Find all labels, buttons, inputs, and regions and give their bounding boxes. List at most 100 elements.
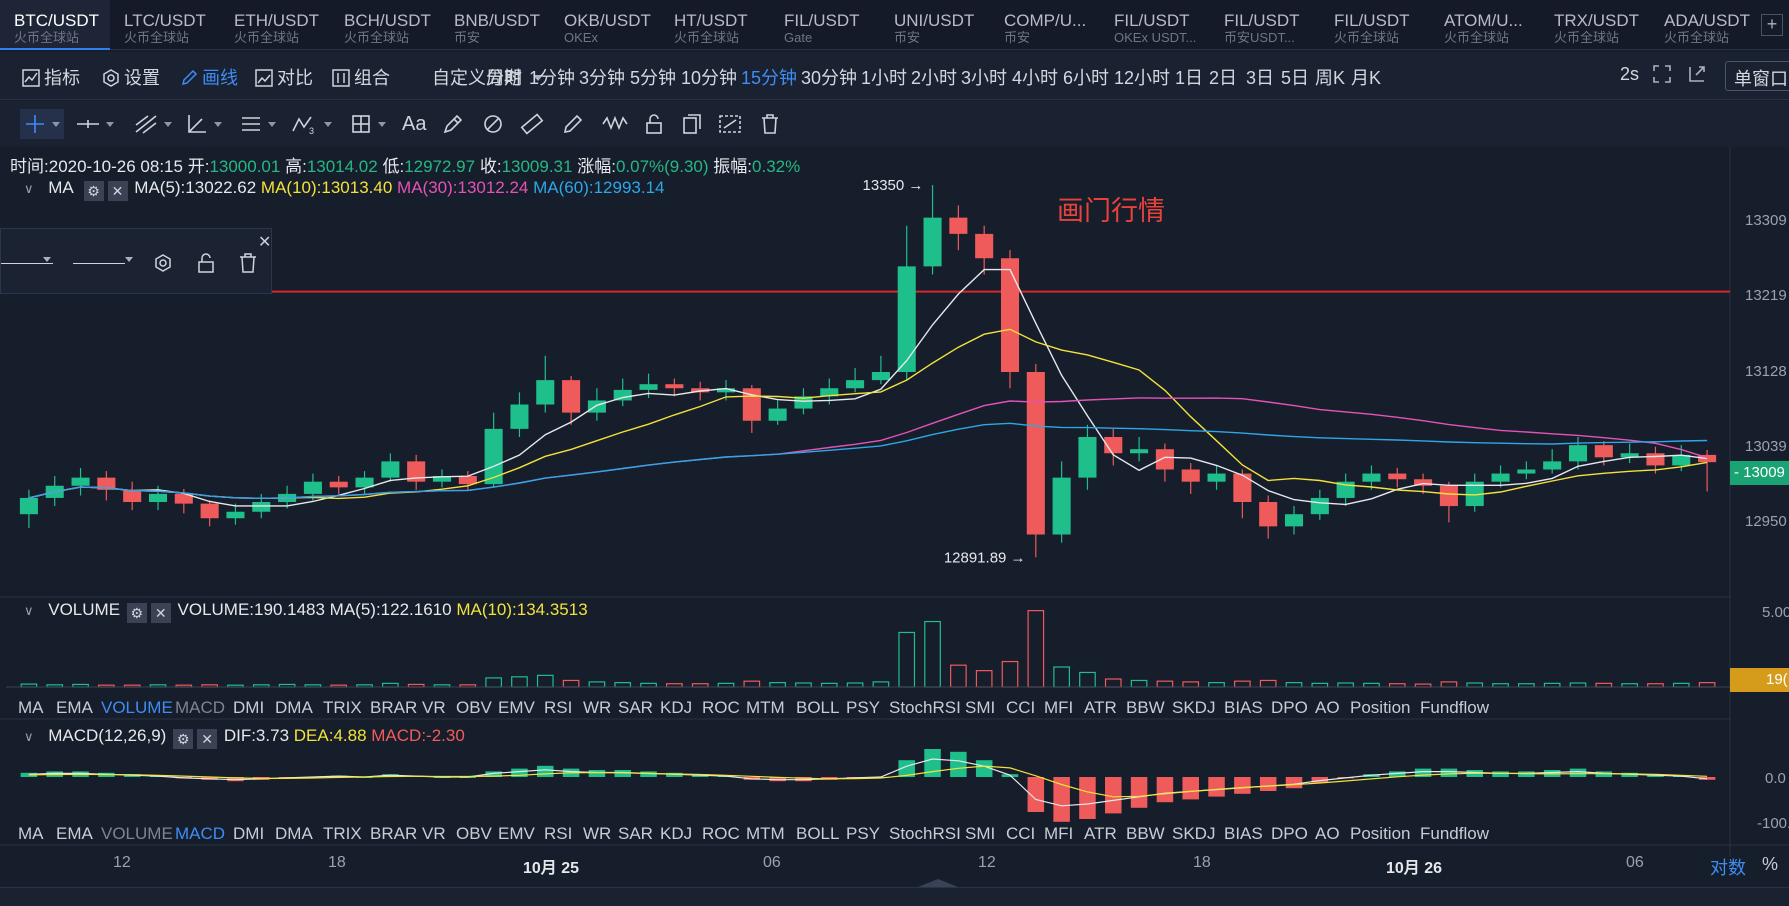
settings-icon[interactable] [153, 253, 173, 273]
period-option[interactable]: 30分钟 [801, 68, 858, 88]
indicator-tab[interactable]: TRIX [323, 698, 362, 717]
ma-close-icon[interactable]: ✕ [107, 181, 128, 201]
symbol-tab[interactable]: HT/USDT 火币全球站 [660, 0, 770, 50]
indicator-tab[interactable]: MA [18, 698, 44, 717]
symbol-tab[interactable]: COMP/U... 币安 [990, 0, 1100, 50]
symbol-tab[interactable]: ETH/USDT 火币全球站 [220, 0, 330, 50]
indicator-tab[interactable]: StochRSI [889, 824, 961, 843]
indicator-tab[interactable]: RSI [544, 824, 573, 843]
symbol-tab[interactable]: LTC/USDT 火币全球站 [110, 0, 220, 50]
indicator-tab[interactable]: MTM [746, 698, 785, 717]
indicator-tab[interactable]: KDJ [660, 824, 693, 843]
indicator-tab[interactable]: MFI [1044, 824, 1074, 843]
percent-scale-toggle[interactable]: % [1762, 854, 1779, 874]
indicator-tab[interactable]: BOLL [796, 698, 840, 717]
erase-tool[interactable] [482, 109, 504, 139]
indicator-tab[interactable]: RSI [544, 698, 573, 717]
settings-button[interactable]: 设置 [102, 64, 160, 90]
indicator-tab[interactable]: MA [18, 824, 44, 843]
period-option[interactable]: 3分钟 [579, 68, 626, 88]
indicator-tab[interactable]: ROC [702, 698, 740, 717]
indicator-tab[interactable]: MFI [1044, 698, 1074, 717]
period-option[interactable]: 4小时 [1012, 68, 1059, 88]
indicator-tab[interactable]: DPO [1271, 698, 1308, 717]
indicator-tab[interactable]: BOLL [796, 824, 840, 843]
indicator-tab[interactable]: VR [422, 824, 446, 843]
crosshair-tool[interactable] [20, 109, 64, 139]
copy-tool[interactable] [682, 109, 702, 139]
symbol-tab[interactable]: BNB/USDT 币安 [440, 0, 550, 50]
indicator-tab[interactable]: EMV [498, 698, 535, 717]
horizontal-line-tool[interactable] [76, 109, 114, 139]
measure-tool[interactable] [350, 109, 386, 139]
indicator-tab[interactable]: MTM [746, 824, 785, 843]
visibility-tool[interactable] [718, 109, 742, 139]
period-option[interactable]: 5分钟 [630, 68, 677, 88]
ruler-tool[interactable] [520, 109, 544, 139]
collapse-chevron-icon[interactable]: ∨ [24, 729, 34, 744]
pattern-tool[interactable] [602, 109, 628, 139]
indicator-tab[interactable]: Fundflow [1420, 824, 1489, 843]
indicator-tab[interactable]: OBV [456, 824, 492, 843]
plus-icon[interactable]: + [1761, 14, 1783, 36]
indicator-tab[interactable]: MACD [175, 824, 226, 843]
delete-icon[interactable] [239, 253, 257, 273]
line-color-swatch[interactable] [1, 263, 53, 264]
indicator-tab[interactable]: BBW [1126, 698, 1165, 717]
indicator-tab[interactable]: SAR [618, 698, 653, 717]
indicator-tab[interactable]: SKDJ [1172, 824, 1216, 843]
indicator-tab[interactable]: TRIX [323, 824, 362, 843]
draw-button[interactable]: 画线 [180, 64, 238, 90]
popout-icon[interactable] [1687, 64, 1711, 86]
parallel-channel-tool[interactable] [240, 109, 276, 139]
period-option[interactable]: 2小时 [911, 68, 958, 88]
symbol-tab[interactable]: OKB/USDT OKEx [550, 0, 660, 50]
combine-button[interactable]: 组合 [332, 64, 390, 90]
indicator-tab[interactable]: DMA [275, 824, 313, 843]
period-option[interactable]: 2日 [1209, 68, 1238, 88]
close-icon[interactable]: ✕ [258, 234, 272, 251]
lock-tool[interactable] [644, 109, 664, 139]
brush-tool[interactable] [442, 109, 464, 139]
text-tool[interactable]: Aa [402, 112, 427, 135]
indicator-tab[interactable]: EMA [56, 824, 93, 843]
indicator-tab[interactable]: BRAR [370, 698, 418, 717]
wave-tool[interactable]: 3 [292, 109, 332, 139]
angle-tool[interactable] [186, 109, 222, 139]
indicator-tab[interactable]: BRAR [370, 824, 418, 843]
indicator-tab[interactable]: StochRSI [889, 698, 961, 717]
period-option[interactable]: 月K [1351, 68, 1382, 88]
indicator-tab[interactable]: Position [1350, 824, 1411, 843]
refresh-interval[interactable]: 2s [1620, 64, 1640, 84]
custom-period-dropdown[interactable]: 自定义周期 [432, 64, 544, 90]
indicator-tab[interactable]: ROC [702, 824, 740, 843]
chart-annotation-text[interactable]: 画门行情 [1057, 196, 1165, 226]
indicator-tab[interactable]: AO [1315, 824, 1340, 843]
pane-drag-handle[interactable] [918, 879, 958, 887]
period-option[interactable]: 3小时 [961, 68, 1008, 88]
indicator-tab[interactable]: DMI [233, 698, 265, 717]
period-option[interactable]: 3日 [1246, 68, 1275, 88]
chart-canvas[interactable]: 13350 → 12891.89 → [0, 147, 1789, 887]
indicator-tab[interactable]: DMI [233, 824, 265, 843]
indicator-tab[interactable]: BBW [1126, 824, 1165, 843]
period-option[interactable]: 1日 [1175, 68, 1204, 88]
period-option[interactable]: 5日 [1281, 68, 1310, 88]
volume-close-icon[interactable]: ✕ [150, 603, 171, 623]
indicator-tab[interactable]: BIAS [1224, 824, 1263, 843]
indicator-tab[interactable]: DMA [275, 698, 313, 717]
line-style-swatch[interactable] [73, 263, 125, 264]
indicator-tab[interactable]: PSY [846, 698, 881, 717]
indicator-button[interactable]: 指标 [22, 64, 80, 90]
indicator-tab[interactable]: BIAS [1224, 698, 1263, 717]
indicator-tab[interactable]: VOLUME [101, 698, 173, 717]
symbol-tab[interactable]: ATOM/U... 火币全球站 [1430, 0, 1540, 50]
chart-area[interactable]: 13350 → 12891.89 → [0, 147, 1789, 867]
indicator-tab[interactable]: AO [1315, 698, 1340, 717]
chevron-down-icon[interactable] [125, 257, 133, 262]
collapse-chevron-icon[interactable]: ∨ [24, 181, 34, 196]
indicator-tab[interactable]: PSY [846, 824, 881, 843]
macd-settings-icon[interactable]: ⚙ [173, 729, 194, 749]
symbol-tab[interactable]: FIL/USDT 火币全球站 [1320, 0, 1430, 50]
chevron-down-icon[interactable] [43, 257, 51, 262]
